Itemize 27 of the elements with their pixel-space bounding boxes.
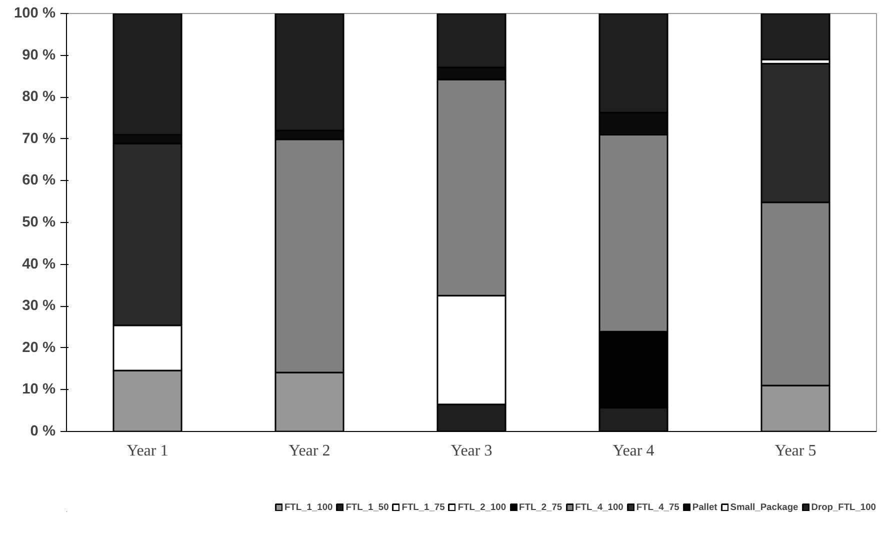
- legend-label: FTL_1_100: [284, 502, 333, 512]
- y-tick-label: 90 %: [22, 47, 56, 64]
- legend-label: FTL_2_75: [519, 502, 562, 512]
- legend-label: FTL_1_75: [402, 502, 445, 512]
- y-tick-label: 70 %: [22, 130, 56, 147]
- y-tick-label: 30 %: [22, 298, 56, 314]
- y-tick-label: 0 %: [30, 424, 56, 440]
- legend-label: FTL_2_100: [458, 502, 506, 512]
- x-tick-label: Year 4: [612, 442, 654, 460]
- y-tick-label: 50 %: [22, 214, 56, 230]
- x-tick-label: Year 3: [450, 442, 492, 460]
- y-tick-label: 60 %: [22, 172, 56, 189]
- legend-label: FTL_4_100: [575, 502, 624, 512]
- y-tick-label: 20 %: [22, 340, 56, 356]
- legend-label: FTL_1_50: [346, 502, 389, 512]
- x-tick-label: Year 5: [774, 442, 816, 460]
- y-tick-label: 40 %: [22, 256, 56, 272]
- y-tick-label: 10 %: [22, 382, 56, 398]
- x-tick-label: Year 1: [126, 442, 168, 460]
- legend-label: FTL_4_75: [636, 502, 680, 512]
- y-tick-label: 100 %: [14, 6, 56, 22]
- legend-label: Small_Package: [730, 502, 798, 512]
- legend-label: Drop_FTL_100: [811, 502, 876, 512]
- x-tick-label: Year 2: [288, 442, 330, 460]
- legend-label: Pallet: [692, 502, 718, 512]
- bar: [760, 14, 830, 60]
- y-tick-label: 80 %: [22, 89, 56, 106]
